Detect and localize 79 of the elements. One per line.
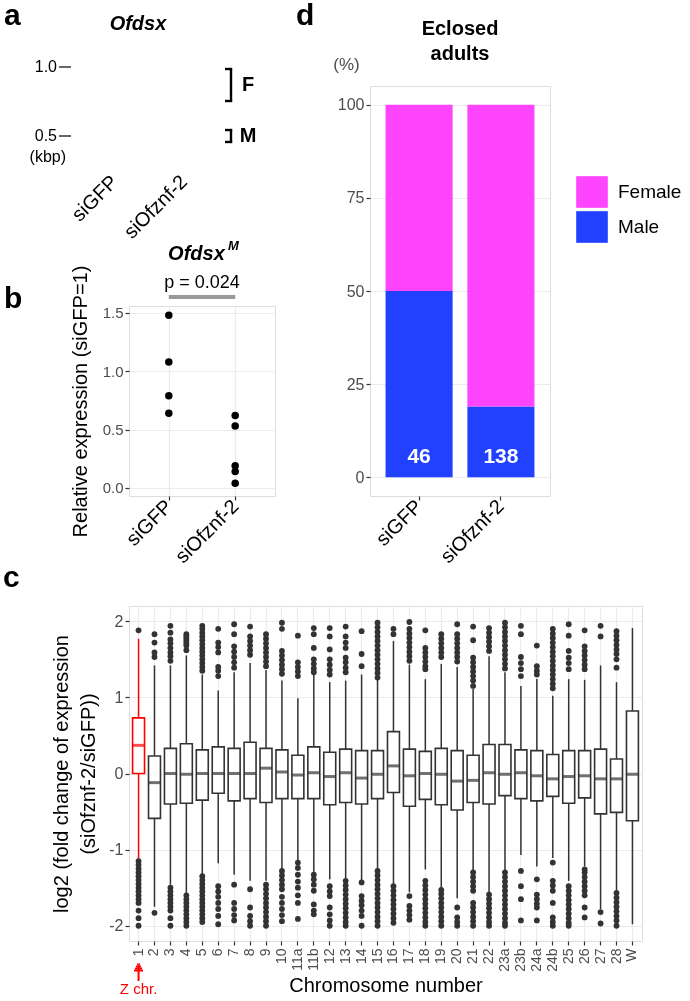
y-tick-label: 50 (346, 282, 365, 300)
x-tick-label: 23b (511, 948, 528, 972)
y-tick-label: 2 (114, 612, 124, 630)
x-tick-label: 10 (272, 948, 289, 965)
chart-title: Eclosed adults (421, 17, 499, 64)
x-tick-label: 23a (495, 948, 512, 972)
y-tick-label: 25 (346, 375, 365, 393)
legend-label: Male (618, 216, 660, 237)
annotation: 46 (407, 444, 431, 468)
x-tick-label: 2 (145, 948, 162, 957)
point (165, 409, 173, 417)
text: 1.0 (34, 58, 58, 75)
x-tick-label: 18 (416, 948, 433, 965)
text: a (4, 0, 21, 31)
bar (467, 104, 535, 407)
x-tick-label: 6 (209, 948, 226, 957)
point (165, 392, 173, 400)
x-tick-label: 11a (288, 948, 305, 971)
y-tick-label: 75 (346, 189, 365, 207)
y-tick-label: 0.0 (102, 479, 124, 497)
y-tick-label: 1 (114, 688, 124, 706)
y-axis-title: (%) (333, 54, 360, 74)
x-tick-label: 16 (384, 948, 401, 965)
text: Ofdsx (109, 12, 168, 34)
x-tick-label: 24a (527, 948, 544, 972)
x-tick-label: W (623, 947, 640, 962)
text: F (241, 73, 255, 95)
x-tick-label: 28 (607, 948, 624, 965)
x-tick-label: 24b (543, 948, 560, 972)
x-tick-label: 21 (464, 948, 481, 965)
text: M (239, 124, 257, 146)
point (231, 467, 239, 476)
text: d (296, 0, 315, 31)
x-axis-title: Chromosome number (289, 973, 484, 996)
x-tick-label: 9 (257, 948, 274, 957)
y-tick-label: 1.0 (102, 362, 124, 380)
y-tick-label: -1 (109, 841, 124, 859)
x-tick-label: 12 (320, 948, 337, 965)
y-tick-label: 0.5 (102, 421, 124, 439)
y-axis-title: log2 (fold change of expression (siOfznf-2/siGFP)) (50, 635, 100, 913)
x-tick-label: 3 (161, 948, 178, 957)
y-tick-label: 100 (337, 96, 365, 114)
bar (385, 291, 453, 478)
x-tick-label: 20 (448, 948, 465, 965)
point (231, 411, 239, 420)
y-tick-label: 0 (114, 765, 124, 782)
y-axis-title: Relative expression (siGFP=1) (68, 265, 91, 538)
x-tick-label: 5 (193, 948, 210, 957)
x-tick-label: 22 (480, 948, 497, 965)
bar (467, 406, 535, 478)
x-tick-label: 26 (575, 948, 592, 965)
point (165, 358, 173, 366)
x-tick-label: 8 (241, 948, 258, 957)
point (231, 479, 239, 487)
x-tick-label: 11b (304, 948, 321, 971)
x-tick-label: 19 (432, 948, 449, 965)
text: b (4, 281, 23, 314)
x-tick-label: 13 (336, 948, 353, 965)
text: (kbp) (29, 148, 66, 165)
x-tick-label: 17 (400, 948, 417, 965)
point (165, 311, 173, 320)
x-tick-label: 4 (177, 948, 194, 957)
text: Z chr. (119, 980, 158, 997)
x-tick-label: 1 (129, 948, 146, 957)
bar (385, 104, 453, 291)
text: p = 0.024 (164, 272, 240, 292)
annotation: 138 (483, 444, 519, 468)
legend-label: Female (618, 181, 682, 202)
text: c (3, 560, 20, 593)
y-tick-label: 0 (355, 468, 365, 486)
x-tick-label: 14 (352, 948, 369, 965)
point (231, 422, 239, 430)
y-tick-label: -2 (109, 917, 124, 935)
y-tick-label: 1.5 (102, 304, 124, 322)
x-tick-label: 27 (591, 948, 608, 965)
text: 0.5 (34, 127, 58, 144)
x-tick-label: 25 (559, 948, 576, 965)
x-tick-label: 7 (225, 948, 242, 957)
x-tick-label: 15 (368, 948, 385, 965)
